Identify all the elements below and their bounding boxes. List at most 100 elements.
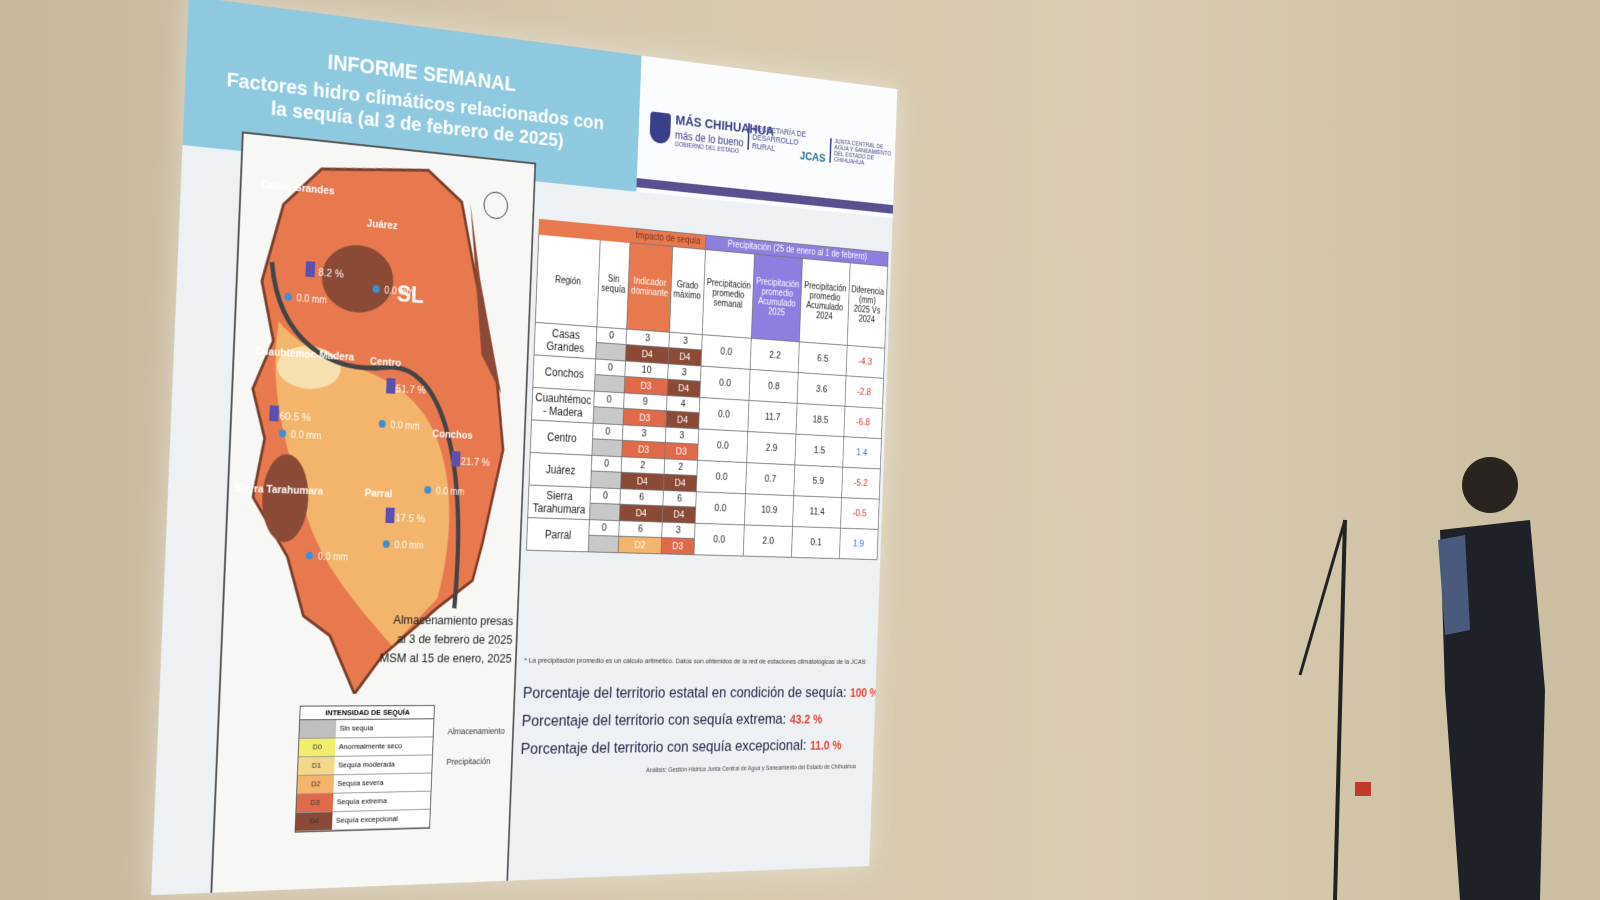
legend-swatch: D3 xyxy=(296,794,333,812)
map-caption: Almacenamiento presas xyxy=(375,612,514,628)
outlet xyxy=(1355,782,1371,796)
mic-boom xyxy=(1300,520,1345,675)
drought-table: Impacto de sequía Precipitación (25 de en… xyxy=(526,219,888,560)
region-cell: Centro xyxy=(530,420,593,455)
cell: 0.0 xyxy=(700,366,750,400)
cell: 3.6 xyxy=(797,373,845,407)
region-cell: Conchos xyxy=(533,355,596,391)
cell: 0.0 xyxy=(697,429,748,463)
column-header: Precipitación promedio semanal xyxy=(702,250,754,339)
class-cell: D4 xyxy=(619,504,662,522)
cell xyxy=(593,407,623,425)
column-header: Región xyxy=(535,234,600,327)
cell: 11.7 xyxy=(748,400,797,434)
region-label: Centro xyxy=(370,356,402,370)
diff-cell: -2.8 xyxy=(845,376,884,409)
cell: 2.0 xyxy=(743,525,793,557)
class-cell: D2 xyxy=(618,536,661,554)
stat-label: Porcentaje del territorio con sequía exc… xyxy=(520,737,806,758)
cell: 3 xyxy=(665,427,698,444)
column-header: Precipitación promedio Acumulado 2025 xyxy=(751,254,802,342)
diff-cell: -6.8 xyxy=(844,406,883,438)
cell: 0 xyxy=(591,455,621,472)
map-caption: al 3 de febrero de 2025 xyxy=(374,631,513,646)
cell: 18.5 xyxy=(796,403,844,436)
shield-icon xyxy=(649,111,671,144)
column-header: Indicador dominante xyxy=(627,243,673,333)
cell: 0.0 xyxy=(701,335,751,370)
map-caption: MSM al 15 de enero, 2025 xyxy=(373,650,512,665)
storage-label: 8.2 % xyxy=(318,267,344,281)
stat-value: 11.0 % xyxy=(810,738,842,752)
class-cell: D4 xyxy=(662,506,695,523)
column-header: Precipitación promedio Acumulado 2024 xyxy=(800,258,850,345)
storage-label: 51.7 % xyxy=(396,383,427,396)
compass xyxy=(483,191,508,219)
diff-cell: 1.4 xyxy=(842,437,881,469)
logo-text: JCAS xyxy=(800,149,826,165)
cell xyxy=(592,439,623,457)
legend-row: D4 Sequía excepcional xyxy=(296,810,430,832)
region-label: Sierra Tarahumara xyxy=(234,482,324,497)
cell: 0 xyxy=(589,520,620,537)
region-cell: Parral xyxy=(526,518,589,552)
cell: 6 xyxy=(620,489,663,506)
class-cell: D4 xyxy=(663,474,696,492)
mic-stand xyxy=(1335,520,1345,900)
storage-icon xyxy=(386,378,395,394)
cell xyxy=(594,375,624,393)
head xyxy=(1462,457,1518,513)
legend-label: Sin sequía xyxy=(336,720,374,738)
region-cell: Sierra Tarahumara xyxy=(528,485,591,520)
stat-value: 43.2 % xyxy=(790,712,823,726)
band xyxy=(636,178,893,214)
storage-label: 17.5 % xyxy=(395,513,426,526)
storage-icon xyxy=(269,405,279,421)
stat-label: Porcentaje del territorio con sequía ext… xyxy=(522,710,787,729)
precip-label: 0.0 mm xyxy=(291,430,322,442)
class-cell: D3 xyxy=(622,440,665,458)
cell: 0.0 xyxy=(695,492,746,525)
cell xyxy=(596,342,626,361)
cell: 4 xyxy=(666,395,699,412)
cell xyxy=(589,503,620,521)
footnote: * La precipitación promedio es un cálcul… xyxy=(524,656,873,666)
legend-swatch: D4 xyxy=(296,812,333,831)
legend-label: Anormalmente seco xyxy=(335,738,402,756)
class-cell: D4 xyxy=(621,472,664,490)
class-cell: D4 xyxy=(667,379,700,397)
region-cell: Cuauhtémoc - Madera xyxy=(532,387,595,423)
cell: 0.8 xyxy=(749,369,798,403)
storage-icon xyxy=(451,451,460,466)
storage-label: 60.5 % xyxy=(279,411,311,425)
legend: INTENSIDAD DE SEQUÍA Sin sequía D0 Anormalm… xyxy=(295,705,435,833)
cell: 2 xyxy=(621,457,664,474)
cell: 5.9 xyxy=(794,465,842,498)
precip-label: 0.0 mm xyxy=(436,486,465,498)
cell: 2.9 xyxy=(747,432,796,465)
cell: 0 xyxy=(595,359,625,376)
cell: 6.5 xyxy=(798,342,846,376)
legend-label: Sequía extrema xyxy=(333,793,388,812)
stat-label: Porcentaje del territorio estatal en con… xyxy=(523,684,847,702)
legend-row: D0 Anormalmente seco xyxy=(299,737,433,757)
arm xyxy=(1438,535,1470,635)
legend-swatch xyxy=(299,720,336,738)
stat-line: Porcentaje del territorio con sequía exc… xyxy=(520,736,841,759)
legend-row: Sin sequía xyxy=(299,719,433,739)
cell: 0.1 xyxy=(792,527,841,559)
column-header: Sin sequía xyxy=(597,240,630,329)
stat-line: Porcentaje del territorio con sequía ext… xyxy=(521,710,822,731)
presenter-scene xyxy=(1290,440,1600,900)
symbol-label: Almacenamiento xyxy=(447,726,504,736)
storage-icon xyxy=(385,508,394,524)
legend-swatch: D0 xyxy=(299,738,336,756)
cell: 0 xyxy=(590,488,620,505)
cell: 1.5 xyxy=(795,434,843,467)
precip-label: 0.0 mm xyxy=(384,286,414,299)
diff-cell: -4.3 xyxy=(846,345,885,378)
cell: 2.2 xyxy=(750,338,799,372)
precip-label: 0.0 mm xyxy=(390,420,420,432)
logos: MÁS CHIHUAHUA más de lo bueno GOBIERNO D… xyxy=(636,56,897,218)
cell: 0.7 xyxy=(746,463,796,496)
